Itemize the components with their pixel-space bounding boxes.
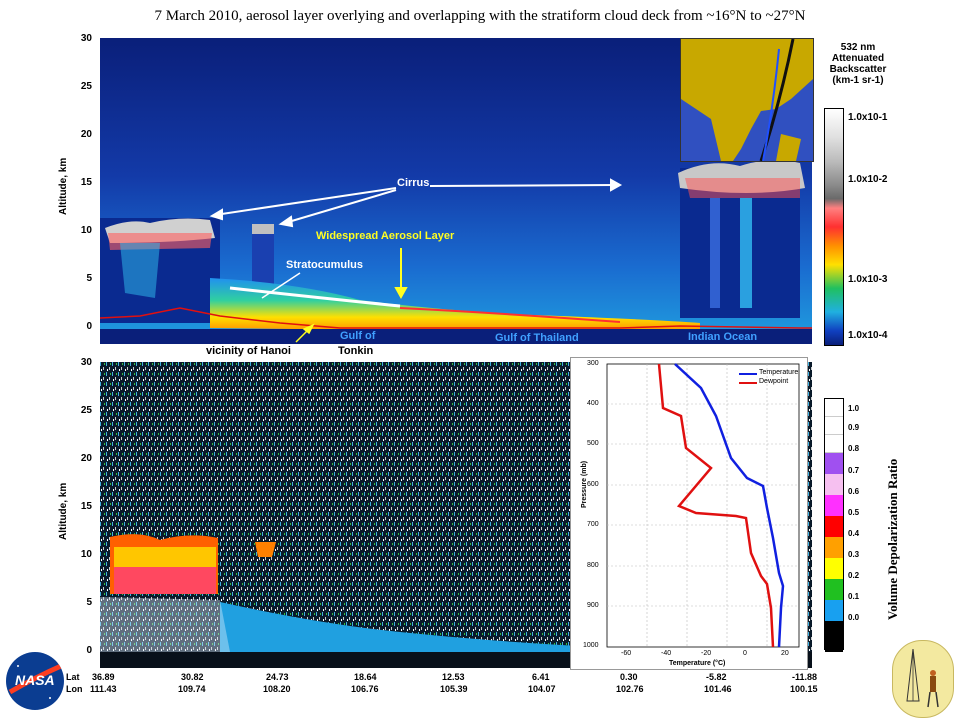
panel2-yticks: 30 25 20 15 10 5 0 <box>74 357 92 657</box>
depol-label-0.9: 0.9 <box>848 423 860 432</box>
backscatter-label-1e-1: 1.0x10-1 <box>848 112 888 123</box>
sounding-ytick-600: 600 <box>587 481 599 488</box>
mission-logo <box>892 640 954 718</box>
nasa-logo: NASA <box>6 652 64 710</box>
backscatter-colorbar-title: 532 nm Attenuated Backscatter (km-1 sr-1… <box>829 42 887 86</box>
sounding-xlabel: Temperature (°C) <box>669 660 726 667</box>
backscatter-colorbar <box>824 108 844 346</box>
annotation-hanoi: vicinity of Hanoi <box>206 345 291 357</box>
sounding-ytick-700: 700 <box>587 521 599 528</box>
annotation-indian-ocean: Indian Ocean <box>688 331 758 343</box>
panel2-ytick-25: 25 <box>80 405 92 416</box>
depol-label-0.8: 0.8 <box>848 444 860 453</box>
depol-label-0.7: 0.7 <box>848 466 860 475</box>
lon-tick: 104.07 <box>528 684 556 694</box>
annotation-gulf-tonkin-bottom: Tonkin <box>338 345 374 357</box>
panel1-ytick-20: 20 <box>80 129 92 140</box>
lon-tick: 100.15 <box>790 684 818 694</box>
lat-tick: 18.64 <box>354 672 377 682</box>
depol-label-0.6: 0.6 <box>848 487 860 496</box>
annotation-aerosol-layer: Widespread Aerosol Layer <box>316 230 455 242</box>
panel2-ytick-20: 20 <box>80 453 92 464</box>
sounding-ytick-800: 800 <box>587 562 599 569</box>
sounding-xtick-20: 20 <box>781 650 789 657</box>
lon-tick: 101.46 <box>704 684 732 694</box>
lat-tick: 36.89 <box>92 672 115 682</box>
sounding-xtick-m40: -40 <box>661 650 672 657</box>
backscatter-label-1e-2: 1.0x10-2 <box>848 174 888 185</box>
annotation-gulf-thailand: Gulf of Thailand <box>495 332 579 344</box>
sounding-xtick-0: 0 <box>743 650 747 657</box>
backscatter-label-1e-3: 1.0x10-3 <box>848 274 888 285</box>
sounding-xtick-m60: -60 <box>621 650 632 657</box>
panel1-ytick-30: 30 <box>80 33 92 44</box>
depol-label-0.5: 0.5 <box>848 508 860 517</box>
panel2-ytick-30: 30 <box>80 357 92 368</box>
location-map-inset <box>680 38 814 162</box>
legend-temperature: Temperature <box>759 369 799 376</box>
panel1-yticks: 30 25 20 15 10 5 0 <box>74 33 92 333</box>
sounding-xtick-m20: -20 <box>701 650 712 657</box>
lat-tick: -5.82 <box>706 672 727 682</box>
sounding-inset: Temperature Dewpoint Pressure (mb) Tempe… <box>570 357 808 670</box>
panel2-ytick-5: 5 <box>86 597 92 608</box>
lon-tick: 108.20 <box>263 684 291 694</box>
depolarization-colorbar <box>824 398 844 652</box>
lon-tick: 106.76 <box>351 684 379 694</box>
panel2-ytick-15: 15 <box>80 501 92 512</box>
annotation-cirrus: Cirrus <box>397 177 430 189</box>
lat-tick: 24.73 <box>266 672 289 682</box>
depolarization-colorbar-title: Volume Depolarization Ratio <box>885 458 900 620</box>
lat-label: Lat <box>66 672 80 682</box>
annotation-gulf-tonkin-top: Gulf of <box>340 330 376 342</box>
sounding-ytick-400: 400 <box>587 400 599 407</box>
panel1-ytick-10: 10 <box>80 225 92 236</box>
panel1-ytick-25: 25 <box>80 81 92 92</box>
lon-tick: 111.43 <box>90 684 117 694</box>
lon-label: Lon <box>66 684 83 694</box>
lat-tick: 30.82 <box>181 672 204 682</box>
lat-tick: 6.41 <box>532 672 550 682</box>
panel2-ytick-10: 10 <box>80 549 92 560</box>
backscatter-label-1e-4: 1.0x10-4 <box>848 330 888 341</box>
panel2-ytick-0: 0 <box>86 645 92 656</box>
lon-tick: 102.76 <box>616 684 644 694</box>
sounding-ytick-1000: 1000 <box>583 642 599 649</box>
sounding-ytick-500: 500 <box>587 440 599 447</box>
lat-tick: 12.53 <box>442 672 465 682</box>
lon-tick: 109.74 <box>178 684 206 694</box>
lon-tick: 105.39 <box>440 684 468 694</box>
depol-label-0.2: 0.2 <box>848 571 860 580</box>
depol-label-0.4: 0.4 <box>848 529 860 538</box>
lat-tick: -11.88 <box>792 672 818 682</box>
sounding-ytick-900: 900 <box>587 602 599 609</box>
sounding-ytick-300: 300 <box>587 360 599 367</box>
annotation-stratocumulus: Stratocumulus <box>286 259 364 271</box>
panel1-ytick-5: 5 <box>86 273 92 284</box>
figure-title: 7 March 2010, aerosol layer overlying an… <box>154 8 806 24</box>
depol-label-0.0: 0.0 <box>848 613 860 622</box>
depol-label-1.0: 1.0 <box>848 404 860 413</box>
lat-tick: 0.30 <box>620 672 638 682</box>
panel1-ytick-15: 15 <box>80 177 92 188</box>
depol-label-0.1: 0.1 <box>848 592 860 601</box>
depol-label-0.3: 0.3 <box>848 550 860 559</box>
legend-dewpoint: Dewpoint <box>759 378 789 385</box>
panel1-ytick-0: 0 <box>86 321 92 332</box>
